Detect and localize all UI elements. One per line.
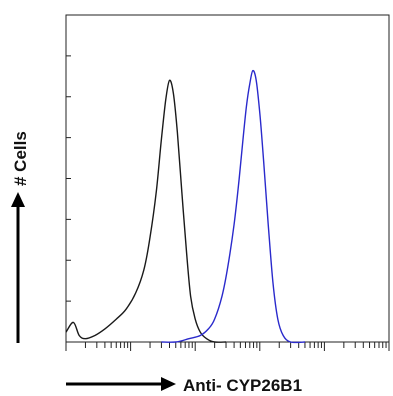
- y-axis-label: # Cells: [11, 131, 30, 186]
- series-line-control: [65, 79, 227, 343]
- series-line-cyp26b1: [161, 69, 306, 344]
- y-axis-arrowhead: [11, 192, 25, 207]
- x-axis-arrowhead: [161, 377, 176, 391]
- x-axis-label: Anti- CYP26B1: [183, 376, 302, 395]
- plot-frame: [65, 14, 390, 343]
